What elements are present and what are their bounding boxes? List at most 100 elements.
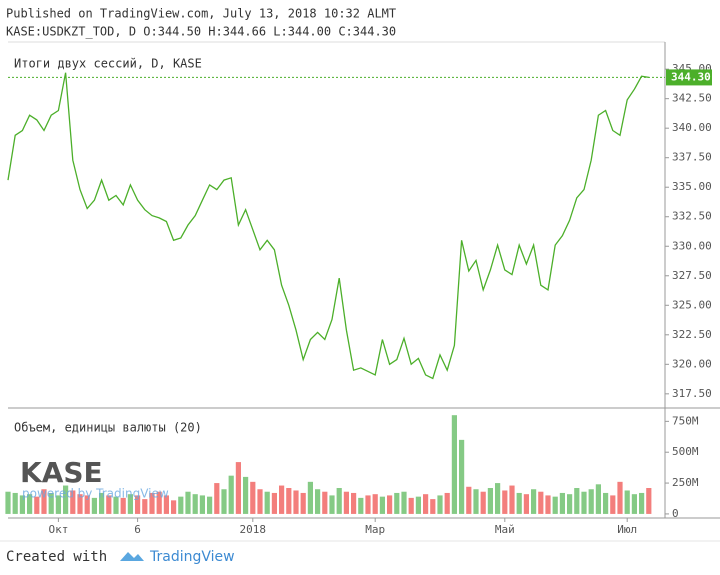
- volume-bar: [639, 492, 645, 514]
- volume-bar: [408, 497, 414, 514]
- x-tick-label: 2018: [240, 523, 267, 536]
- volume-bar: [459, 439, 465, 514]
- volume-bar: [480, 491, 486, 514]
- watermark-logo: KASE: [20, 456, 103, 489]
- volume-bar: [185, 491, 191, 514]
- volume-bar: [610, 495, 616, 514]
- volume-bar: [451, 415, 457, 514]
- volume-bar: [487, 488, 493, 514]
- volume-bar: [120, 497, 126, 514]
- y2-tick-label: 250M: [672, 476, 699, 489]
- price-line: [7, 72, 649, 380]
- volume-bar: [286, 488, 292, 514]
- volume-bar: [63, 485, 69, 514]
- x-tick-label: Мар: [365, 523, 385, 536]
- volume-bar: [12, 492, 18, 514]
- volume-bar: [415, 496, 421, 514]
- y-tick-label: 317.50: [672, 387, 712, 400]
- volume-bar: [171, 500, 177, 514]
- last-price-box: [666, 69, 712, 86]
- volume-bar: [250, 481, 256, 514]
- volume-bar: [401, 491, 407, 514]
- volume-bar: [588, 489, 594, 514]
- x-tick-label: Июл: [617, 523, 637, 536]
- volume-bar: [495, 483, 501, 514]
- volume-bar: [307, 481, 313, 514]
- volume-bar: [257, 489, 263, 514]
- volume-bar: [617, 481, 623, 514]
- volume-bar: [5, 491, 11, 514]
- watermark-powered: powered by TradingView: [22, 487, 169, 501]
- volume-bar: [523, 494, 529, 514]
- y-tick-label: 327.50: [672, 269, 712, 282]
- volume-bar: [430, 499, 436, 514]
- y-tick-label: 332.50: [672, 210, 712, 223]
- volume-bar: [574, 488, 580, 514]
- volume-bar: [293, 490, 299, 514]
- volume-bar: [264, 491, 270, 514]
- volume-bar: [603, 492, 609, 514]
- y2-tick-label: 0: [672, 507, 679, 520]
- volume-bar: [55, 495, 61, 514]
- footer-brand[interactable]: TradingView: [149, 549, 235, 565]
- volume-bar: [127, 494, 133, 514]
- volume-bar: [394, 492, 400, 514]
- volume-bar: [199, 495, 205, 514]
- volume-bar: [77, 494, 83, 514]
- y-tick-label: 337.50: [672, 151, 712, 164]
- volume-bar: [516, 492, 522, 514]
- volume-bar: [358, 497, 364, 514]
- x-tick-label: Окт: [48, 523, 68, 536]
- volume-bar: [379, 496, 385, 514]
- volume-bar: [99, 492, 105, 514]
- volume-bar: [624, 490, 630, 514]
- volume-bar: [646, 488, 652, 514]
- y2-tick-label: 500M: [672, 445, 699, 458]
- volume-bar: [135, 495, 141, 514]
- volume-bar: [365, 495, 371, 514]
- volume-bar: [538, 491, 544, 514]
- volume-legend: Объем, единицы валюты (20): [14, 421, 202, 435]
- volume-bar: [228, 475, 234, 514]
- volume-bar: [552, 496, 558, 514]
- volume-bar: [351, 492, 357, 514]
- volume-bar: [444, 492, 450, 514]
- published: Published on TradingView.com, July 13, 2…: [6, 7, 396, 21]
- volume-bar: [106, 495, 112, 514]
- volume-bar: [156, 491, 162, 514]
- symbol-line: KASE:USDKZT_TOD, D O:344.50 H:344.66 L:3…: [6, 25, 396, 39]
- volume-bar: [473, 489, 479, 514]
- volume-bar: [279, 485, 285, 514]
- y-tick-label: 342.50: [672, 92, 712, 105]
- volume-bar: [27, 494, 33, 514]
- x-tick-label: 6: [134, 523, 141, 536]
- volume-bar: [243, 476, 249, 514]
- volume-bar: [19, 495, 25, 514]
- volume-bar: [466, 486, 472, 514]
- volume-bar: [343, 491, 349, 514]
- volume-bar: [34, 496, 40, 514]
- volume-bar: [581, 491, 587, 514]
- volume-bar: [559, 492, 565, 514]
- volume-bar: [502, 490, 508, 514]
- volume-bar: [41, 489, 47, 514]
- legend: Итоги двух сессий, D, KASE: [14, 57, 202, 71]
- y-tick-label: 322.50: [672, 328, 712, 341]
- volume-bar: [595, 484, 601, 514]
- volume-bar: [372, 494, 378, 514]
- volume-bar: [178, 496, 184, 514]
- volume-bar: [315, 489, 321, 514]
- volume-bar: [235, 462, 241, 514]
- volume-bar: [509, 485, 515, 514]
- volume-bar: [423, 494, 429, 514]
- footer-logo: [120, 552, 144, 561]
- volume-bar: [70, 490, 76, 514]
- volume-bar: [300, 492, 306, 514]
- volume-bar: [545, 495, 551, 514]
- volume-bar: [163, 495, 169, 514]
- y-tick-label: 335.00: [672, 180, 712, 193]
- y2-tick-label: 750M: [672, 414, 699, 427]
- x-tick-label: Май: [495, 523, 515, 536]
- y-tick-label: 330.00: [672, 239, 712, 252]
